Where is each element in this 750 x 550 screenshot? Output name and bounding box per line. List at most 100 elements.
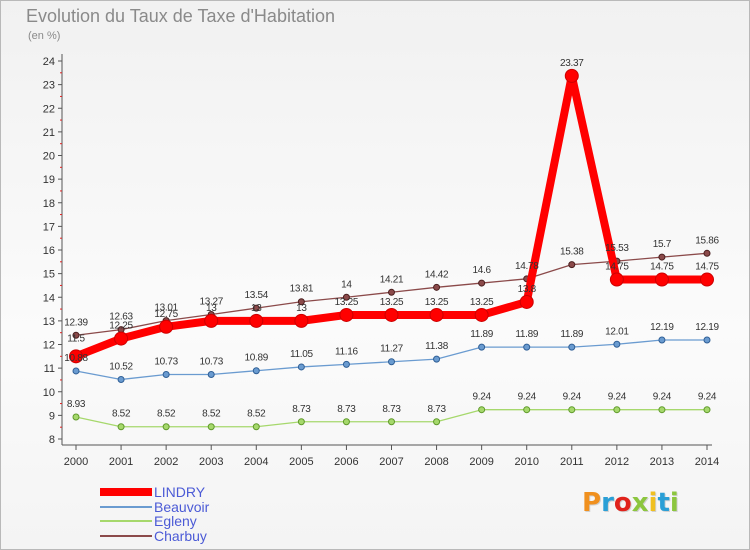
data-point <box>342 360 350 368</box>
x-tick-label: 2001 <box>109 456 133 468</box>
legend-label: Beauvoir <box>154 498 210 515</box>
x-tick-label: 2003 <box>199 456 223 468</box>
legend-label: LINDRY <box>154 484 206 500</box>
data-label: 8.52 <box>247 409 266 420</box>
data-point <box>609 272 624 287</box>
x-tick-label: 2005 <box>289 456 313 468</box>
data-point <box>117 375 125 383</box>
data-point <box>204 313 219 328</box>
data-point <box>564 68 579 83</box>
data-label: 10.89 <box>245 353 269 364</box>
data-label: 9.24 <box>608 392 627 403</box>
data-point <box>523 343 531 351</box>
logo-letter: P <box>582 488 602 518</box>
x-tick-label: 2013 <box>650 456 674 468</box>
data-label: 13.01 <box>154 303 178 314</box>
data-point <box>252 304 260 312</box>
data-label: 8.52 <box>112 409 131 420</box>
data-label: 14.42 <box>425 269 449 280</box>
y-tick-label: 17 <box>43 221 55 233</box>
x-tick-label: 2002 <box>154 456 178 468</box>
data-point <box>433 418 441 426</box>
data-point <box>72 367 80 375</box>
y-tick-label: 19 <box>43 174 55 186</box>
data-point <box>703 406 711 414</box>
data-label: 8.73 <box>337 404 356 415</box>
data-point <box>478 406 486 414</box>
data-label: 9.24 <box>563 392 582 403</box>
data-label: 14.78 <box>515 261 539 272</box>
y-tick-label: 9 <box>49 410 55 422</box>
data-point <box>159 319 174 334</box>
data-label: 10.88 <box>64 353 88 364</box>
data-point <box>207 371 215 379</box>
x-tick-label: 2011 <box>560 456 584 468</box>
data-label: 12.01 <box>605 326 629 337</box>
data-point <box>703 336 711 344</box>
data-label: 10.52 <box>109 361 133 372</box>
y-tick-label: 14 <box>43 292 55 304</box>
data-label: 8.52 <box>202 409 221 420</box>
data-label: 15.86 <box>695 235 719 246</box>
data-point <box>342 293 350 301</box>
logo-letter: t <box>657 488 670 518</box>
logo-letter: r <box>601 488 614 518</box>
data-point <box>72 331 80 339</box>
legend-label: Egleny <box>154 513 197 529</box>
data-point <box>69 349 83 364</box>
data-label: 11.5 <box>67 333 85 344</box>
data-point <box>523 406 531 414</box>
x-tick-label: 2008 <box>424 456 448 468</box>
data-label: 13.54 <box>245 290 269 301</box>
data-point <box>429 307 444 322</box>
data-point <box>294 313 309 328</box>
data-label: 11.16 <box>335 346 359 357</box>
data-label: 15.7 <box>653 239 672 250</box>
y-tick-label: 18 <box>43 198 55 210</box>
chart-title: Evolution du Taux de Taxe d'Habitation <box>26 6 335 26</box>
data-point <box>249 313 264 328</box>
legend-swatch <box>100 488 152 496</box>
data-label: 11.05 <box>290 349 314 360</box>
data-point <box>72 413 80 421</box>
data-point <box>297 298 305 306</box>
x-tick-label: 2000 <box>64 456 88 468</box>
data-point <box>568 261 576 269</box>
data-label: 12.19 <box>650 322 674 333</box>
data-point <box>297 418 305 426</box>
data-point <box>568 406 576 414</box>
x-tick-label: 2012 <box>605 456 629 468</box>
data-label: 13.8 <box>518 284 537 295</box>
y-tick-label: 22 <box>43 103 55 115</box>
y-tick-label: 21 <box>43 127 55 139</box>
data-label: 13.25 <box>380 297 404 308</box>
data-point <box>339 307 354 322</box>
data-label: 8.93 <box>67 399 86 410</box>
y-tick-label: 15 <box>43 269 55 281</box>
data-label: 8.73 <box>382 404 401 415</box>
data-point <box>433 283 441 291</box>
proxiti-logo: Proxiti <box>582 488 679 518</box>
data-label: 14.21 <box>380 274 404 285</box>
data-label: 11.89 <box>560 329 584 340</box>
data-label: 14.75 <box>695 262 719 273</box>
series-layer <box>69 68 714 431</box>
data-point <box>162 371 170 379</box>
data-label: 13.25 <box>470 297 494 308</box>
data-point <box>478 279 486 287</box>
data-label: 11.27 <box>380 344 404 355</box>
data-label: 12.75 <box>154 309 178 320</box>
data-label: 8.52 <box>157 409 176 420</box>
data-label: 13.81 <box>290 284 314 295</box>
legend-swatch <box>100 505 152 508</box>
logo-letter: i <box>648 488 658 518</box>
series-beauvoir <box>72 336 711 383</box>
data-point <box>297 363 305 371</box>
data-label: 13.25 <box>335 297 359 308</box>
data-labels-layer: 11.5 12.25 12.75 13 13 13 13.25 13.25 13.25 13.25… <box>64 58 720 420</box>
logo-letter: o <box>613 488 632 518</box>
data-label: 8.73 <box>292 404 311 415</box>
data-label: 14 <box>341 279 352 290</box>
